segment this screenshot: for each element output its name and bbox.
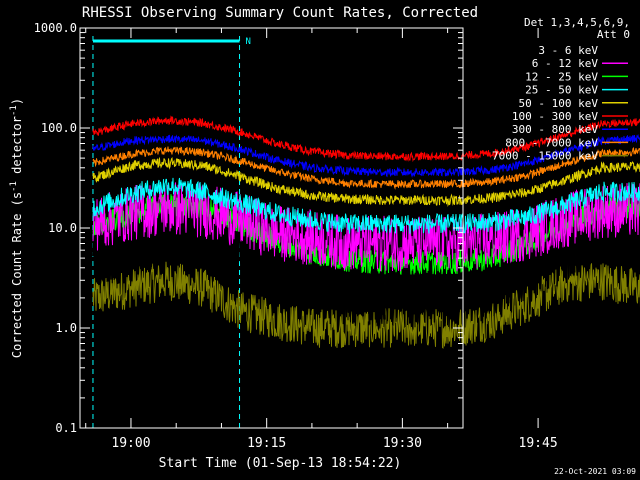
timestamp: 22-Oct-2021 03:09 [554, 467, 636, 476]
legend-label-3: 25 - 50 keV [525, 84, 598, 97]
x-tick-label-1: 19:15 [247, 436, 286, 451]
y-axis-label-sup2: -1 [9, 105, 19, 116]
y-tick-label-4: 0.1 [55, 421, 77, 435]
legend-label-0: 3 - 6 keV [538, 44, 598, 57]
night-periods: N [92, 36, 251, 428]
y-axis-label-mid: detector [10, 116, 24, 181]
legend-label-2: 12 - 25 keV [525, 70, 598, 83]
series-line-1 [92, 182, 640, 272]
legend-label-6: 300 - 800 keV [512, 123, 598, 136]
y-tick-label-1: 100.0 [41, 121, 77, 135]
y-tick-label-0: 1000.0 [34, 21, 77, 35]
legend-label-4: 50 - 100 keV [519, 97, 599, 110]
series-line-7 [92, 146, 640, 190]
y-axis-label-main: Corrected Count Rate (s [10, 192, 24, 358]
y-tick-label-2: 10.0 [48, 221, 77, 235]
legend-label-8: 7000 - 15000 keV [492, 150, 598, 163]
x-tick-label-3: 19:45 [519, 436, 558, 451]
series-line-3 [92, 177, 640, 234]
y-axis-label-sup1: -1 [9, 181, 19, 192]
x-axis-label: Start Time (01-Sep-13 18:54:22) [159, 456, 402, 471]
legend-header-line1: Det 1,3,4,5,6,9, [524, 16, 630, 29]
night-marker-label: N [246, 37, 251, 47]
series-lines [92, 115, 640, 349]
series-line-6 [92, 133, 640, 178]
series-line-4 [92, 156, 640, 208]
legend-label-7: 800 - 7000 keV [505, 136, 598, 149]
y-tick-label-3: 1.0 [55, 321, 77, 335]
y-axis-label: Corrected Count Rate (s-1 detector-1) [9, 98, 24, 358]
x-tick-label-2: 19:30 [383, 436, 422, 451]
chart-title: RHESSI Observing Summary Count Rates, Co… [82, 5, 478, 21]
legend-label-5: 100 - 300 keV [512, 110, 598, 123]
x-tick-label-0: 19:00 [111, 436, 150, 451]
legend-header-line2: Att 0 [597, 28, 630, 41]
y-axis: 1000.0 100.0 10.0 1.0 0.1 [34, 21, 463, 435]
legend-label-1: 6 - 12 keV [532, 57, 599, 70]
y-axis-label-end: ) [10, 98, 24, 105]
series-line-5 [92, 115, 640, 163]
series-line-8 [92, 261, 640, 349]
